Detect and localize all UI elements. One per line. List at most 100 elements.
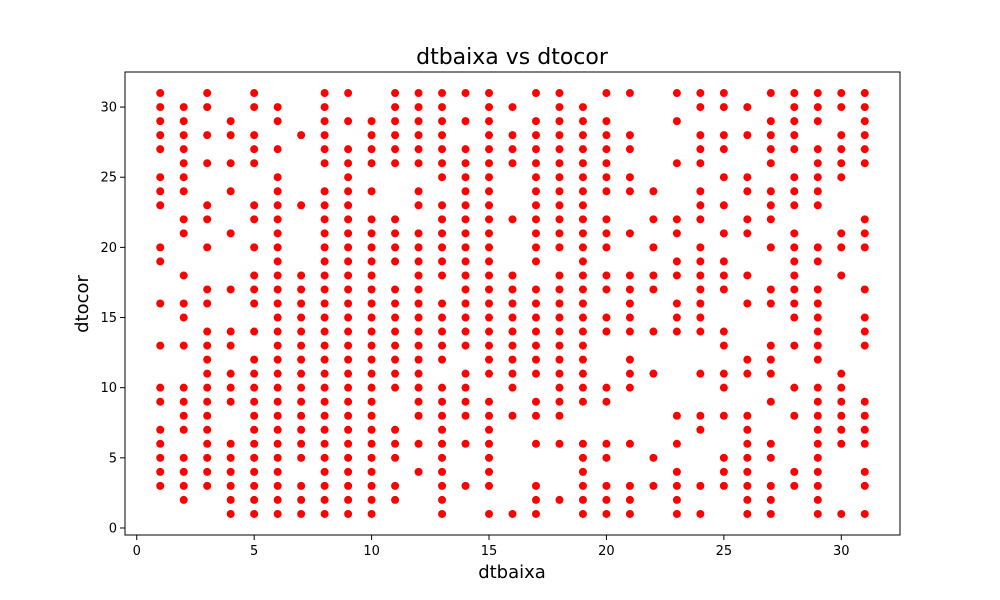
data-point (203, 159, 212, 168)
data-point (508, 355, 517, 364)
data-point (367, 509, 376, 518)
data-point (766, 243, 775, 252)
data-point (485, 369, 494, 378)
data-point (367, 327, 376, 336)
data-point (391, 299, 400, 308)
data-point (743, 103, 752, 112)
data-point (179, 495, 188, 504)
data-point (320, 271, 329, 280)
data-point (860, 425, 869, 434)
data-point (696, 481, 705, 490)
data-point (719, 383, 728, 392)
data-point (367, 411, 376, 420)
data-point (273, 103, 282, 112)
data-point (414, 243, 423, 252)
data-point (531, 117, 540, 126)
data-point (719, 201, 728, 210)
data-point (696, 159, 705, 168)
data-point (344, 271, 353, 280)
data-point (320, 257, 329, 266)
data-point (273, 229, 282, 238)
data-point (297, 355, 306, 364)
data-point (203, 327, 212, 336)
data-point (790, 257, 799, 266)
data-point (485, 355, 494, 364)
data-point (531, 229, 540, 238)
data-point (414, 299, 423, 308)
x-tick-label: 0 (133, 544, 141, 559)
data-point (179, 411, 188, 420)
data-point (344, 89, 353, 98)
data-point (250, 383, 259, 392)
data-point (367, 383, 376, 392)
data-point (203, 201, 212, 210)
data-point (250, 467, 259, 476)
data-point (250, 425, 259, 434)
data-point (719, 145, 728, 154)
data-point (485, 145, 494, 154)
data-point (320, 229, 329, 238)
data-point (790, 341, 799, 350)
data-point (438, 341, 447, 350)
data-point (578, 229, 587, 238)
data-point (391, 243, 400, 252)
data-point (649, 453, 658, 462)
data-point (438, 215, 447, 224)
data-point (813, 355, 822, 364)
data-point (578, 271, 587, 280)
data-point (203, 243, 212, 252)
data-point (531, 187, 540, 196)
data-point (860, 89, 869, 98)
data-point (813, 509, 822, 518)
data-point (602, 439, 611, 448)
data-point (696, 145, 705, 154)
data-point (555, 299, 564, 308)
data-point (156, 187, 165, 196)
data-point (297, 313, 306, 322)
data-point (438, 229, 447, 238)
data-point (203, 131, 212, 140)
data-point (273, 467, 282, 476)
data-point (602, 229, 611, 238)
data-point (179, 117, 188, 126)
data-point (578, 145, 587, 154)
data-point (743, 481, 752, 490)
data-point (766, 215, 775, 224)
data-point (696, 257, 705, 266)
data-point (461, 383, 470, 392)
data-point (226, 481, 235, 490)
data-point (344, 299, 353, 308)
y-tick-label: 25 (100, 171, 117, 186)
x-axis-label: dtbaixa (478, 562, 546, 583)
data-point (696, 313, 705, 322)
data-point (743, 229, 752, 238)
data-point (203, 425, 212, 434)
data-point (391, 215, 400, 224)
data-point (766, 159, 775, 168)
data-point (531, 313, 540, 322)
data-point (790, 229, 799, 238)
data-point (625, 285, 634, 294)
data-point (508, 271, 517, 280)
data-point (719, 467, 728, 476)
data-point (179, 481, 188, 490)
data-point (578, 117, 587, 126)
data-point (531, 397, 540, 406)
data-point (578, 467, 587, 476)
data-point (391, 425, 400, 434)
data-point (696, 327, 705, 336)
data-point (273, 313, 282, 322)
data-point (273, 187, 282, 196)
data-point (203, 103, 212, 112)
data-point (485, 481, 494, 490)
data-point (250, 411, 259, 420)
data-point (203, 369, 212, 378)
data-point (508, 509, 517, 518)
data-point (344, 145, 353, 154)
data-point (250, 299, 259, 308)
data-point (578, 131, 587, 140)
data-point (578, 285, 587, 294)
data-point (837, 159, 846, 168)
data-point (344, 257, 353, 266)
data-point (766, 439, 775, 448)
